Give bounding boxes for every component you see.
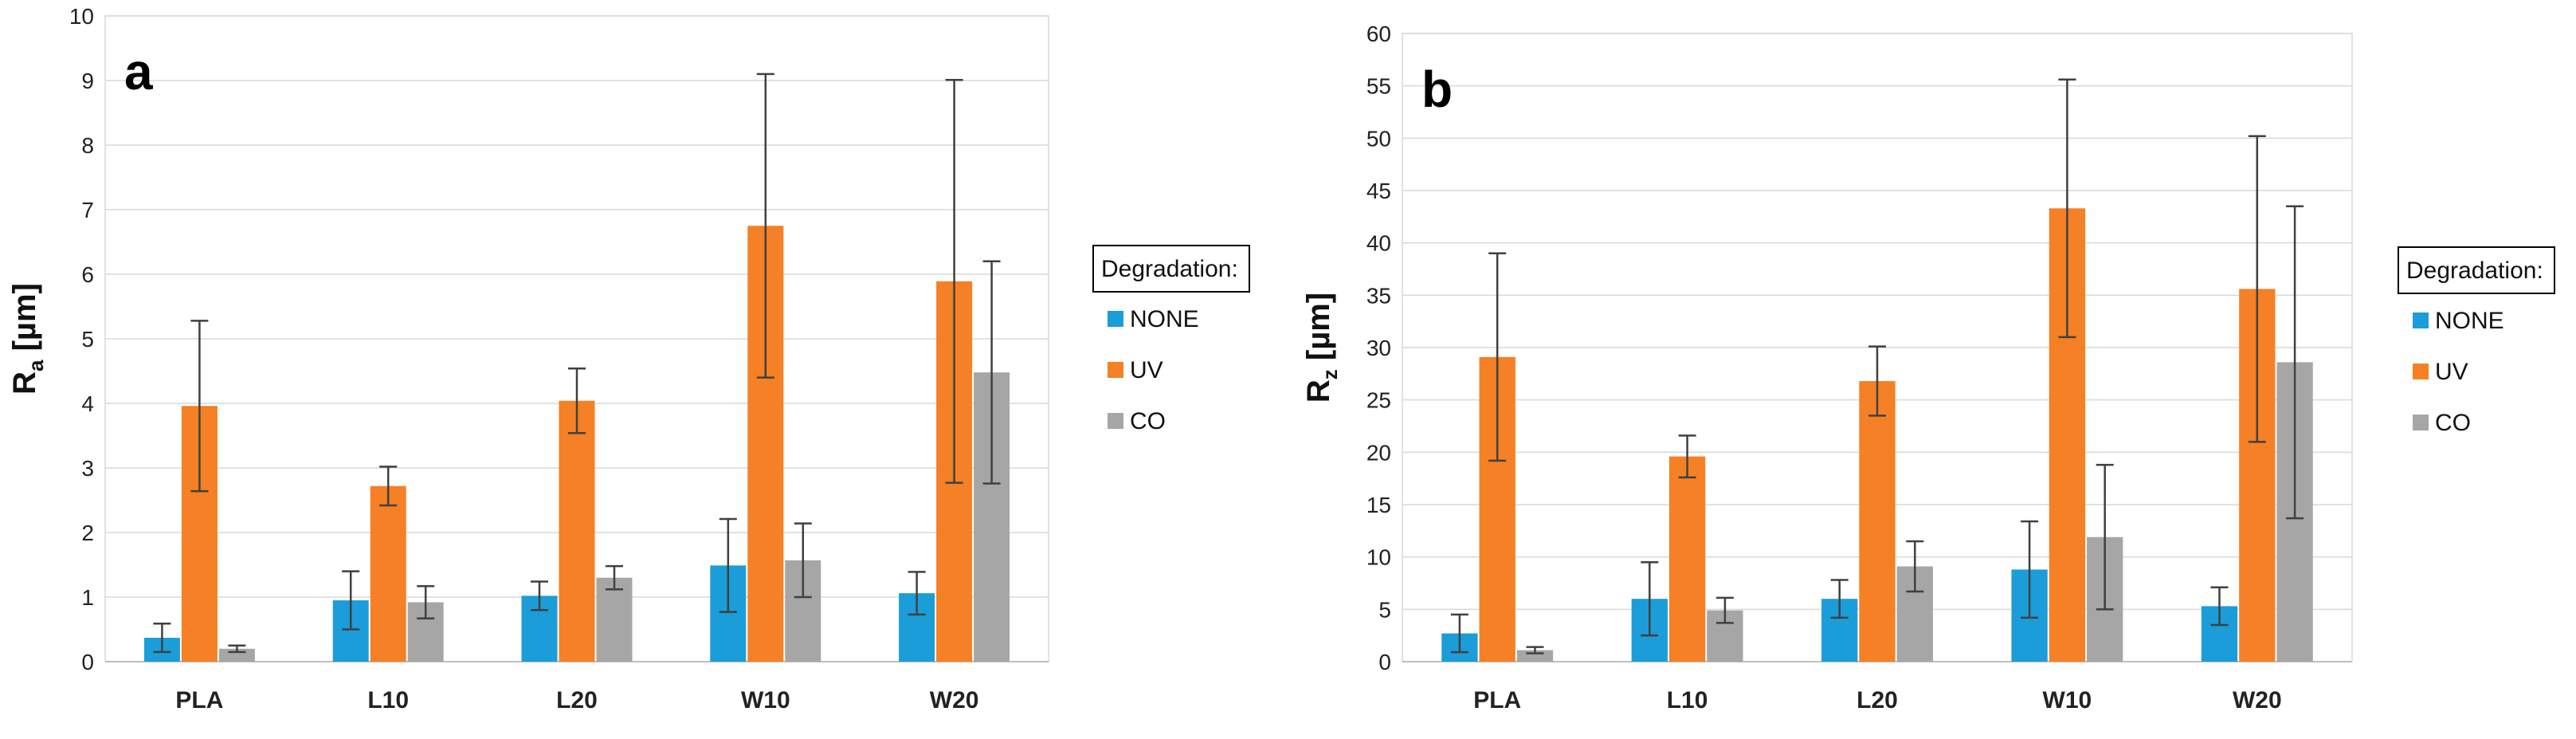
y-tick-label: 40 — [1366, 231, 1391, 256]
y-tick-label: 20 — [1366, 440, 1391, 465]
bar-co-pla — [1516, 650, 1554, 662]
legend-swatch-uv — [2413, 364, 2429, 379]
legend-swatch-none — [1108, 311, 1123, 327]
legend-title-box — [2398, 246, 2555, 294]
legend-title-box — [1092, 245, 1250, 293]
y-tick-label: 9 — [81, 69, 94, 93]
bar-co-pla — [218, 648, 255, 662]
x-tick-label: W20 — [2233, 687, 2282, 713]
y-tick-label: 2 — [81, 521, 94, 545]
y-tick-label: 5 — [81, 327, 94, 352]
y-tick-label: 15 — [1366, 493, 1391, 517]
y-tick-label: 50 — [1366, 126, 1391, 151]
panel-label: a — [124, 43, 153, 100]
x-tick-label: W20 — [930, 687, 979, 713]
legend-item-co: CO — [2435, 410, 2471, 436]
bar-uv-l10 — [370, 485, 406, 662]
y-tick-label: 6 — [81, 262, 94, 287]
x-tick-label: PLA — [1473, 687, 1521, 713]
legend-item-uv: UV — [1130, 357, 1163, 383]
bar-uv-l20 — [1859, 381, 1896, 662]
y-tick-label: 30 — [1366, 336, 1391, 360]
y-tick-label: 10 — [1366, 545, 1391, 570]
x-tick-label: PLA — [175, 687, 223, 713]
legend: Degradation: NONE UV CO — [2398, 246, 2555, 436]
legend-item-co: CO — [1130, 408, 1166, 434]
legend-title: Degradation: — [1101, 256, 1238, 282]
y-tick-label: 45 — [1366, 179, 1391, 203]
x-tick-label: W10 — [741, 687, 790, 713]
y-tick-label: 4 — [81, 391, 94, 416]
legend: Degradation: NONE UV CO — [1092, 245, 1250, 434]
panel-label: b — [1421, 61, 1453, 118]
y-axis-label: Rz [µm] — [1301, 293, 1342, 403]
y-tick-label: 25 — [1366, 388, 1391, 413]
x-tick-label: L10 — [367, 687, 409, 713]
y-tick-label: 60 — [1366, 22, 1391, 46]
x-tick-label: L10 — [1667, 687, 1708, 713]
y-tick-label: 0 — [81, 650, 94, 674]
y-tick-label: 7 — [81, 198, 94, 222]
legend-swatch-none — [2413, 313, 2429, 328]
legend-item-uv: UV — [2435, 359, 2468, 385]
chart-panel-a: 0 1 2 3 4 5 6 7 8 9 10 PLA L10 L20 W10 W20 a Ra [µm] Degra… — [7, 4, 1250, 713]
y-tick-label: 35 — [1366, 283, 1391, 308]
legend-swatch-uv — [1108, 362, 1123, 378]
chart-panel-b: 0 5 10 15 20 25 30 35 40 45 50 55 60 PLA L10 L20 W10 W20 b… — [1301, 22, 2555, 713]
y-tick-label: 10 — [69, 4, 94, 29]
bar-uv-l10 — [1668, 456, 1706, 662]
y-tick-label: 8 — [81, 133, 94, 158]
y-tick-label: 1 — [81, 585, 94, 610]
bar-uv-l20 — [559, 400, 595, 662]
legend-item-none: NONE — [1130, 306, 1199, 332]
y-axis-label: Ra [µm] — [7, 283, 48, 395]
x-tick-label: W10 — [2043, 687, 2092, 713]
x-tick-label: L20 — [556, 687, 598, 713]
y-tick-label: 3 — [81, 456, 94, 481]
x-tick-label: L20 — [1857, 687, 1898, 713]
legend-title: Degradation: — [2406, 257, 2543, 284]
legend-item-none: NONE — [2435, 308, 2504, 334]
bar-co-l20 — [596, 577, 633, 662]
legend-swatch-co — [1108, 413, 1123, 429]
y-tick-label: 5 — [1378, 597, 1391, 622]
y-tick-label: 55 — [1366, 74, 1391, 99]
y-tick-label: 0 — [1378, 650, 1391, 674]
legend-swatch-co — [2413, 415, 2429, 430]
